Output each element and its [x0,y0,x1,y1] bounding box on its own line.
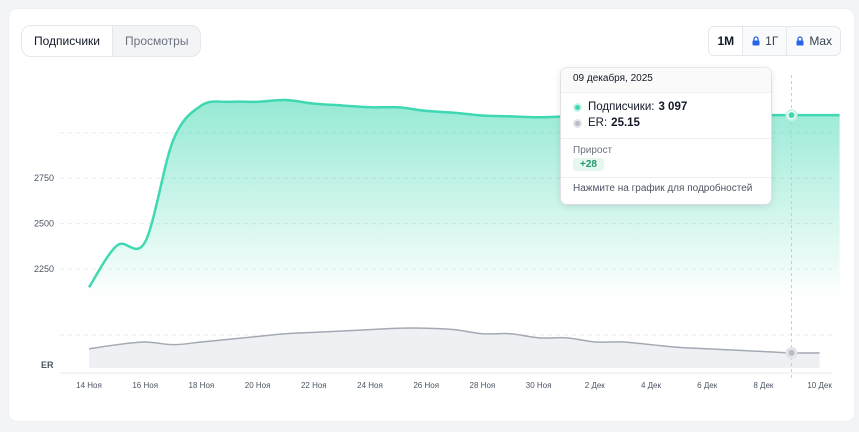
x-tick-label: 24 Ноя [357,381,383,390]
range-1m-button[interactable]: 1M [709,27,743,55]
range-max-label: Max [809,34,832,48]
x-tick-label: 2 Дек [585,381,606,390]
x-tick-label: 22 Ноя [301,381,327,390]
metric-tabs: Подписчики Просмотры [21,25,202,57]
chart-tooltip: 09 декабря, 2025 Подписчики: 3 097 ER: 2… [561,68,771,204]
x-tick-label: 18 Ноя [189,381,215,390]
x-tick-label: 16 Ноя [132,381,158,390]
tooltip-date: 09 декабря, 2025 [561,68,771,93]
tooltip-er-row: ER: 25.15 [561,115,771,131]
range-selector: 1M 1Г Max [708,26,841,56]
range-1y-label: 1Г [765,34,779,48]
range-1m-label: 1M [717,34,735,48]
x-tick-label: 14 Ноя [76,381,102,390]
y-tick-label: 2500 [34,219,54,229]
x-tick-label: 4 Дек [641,381,662,390]
er-area [89,328,820,368]
tab-views[interactable]: Просмотры [125,34,189,48]
tooltip-subscribers-label: Подписчики: [588,101,655,113]
lock-icon [752,36,760,46]
tooltip-er-label: ER: [588,117,608,129]
range-1y-button[interactable]: 1Г [742,27,786,55]
tooltip-divider [561,138,771,139]
x-tick-label: 10 Дек [807,381,832,390]
lock-icon [796,36,804,46]
er-legend-icon [573,118,582,128]
x-tick-label: 30 Ноя [526,381,552,390]
y-tick-label: 2250 [34,264,54,274]
x-tick-label: 6 Дек [697,381,718,390]
subscribers-point [787,111,796,120]
range-max-button[interactable]: Max [786,27,840,55]
tooltip-growth-label: Прирост [573,145,613,156]
subscribers-legend-icon [573,102,582,112]
x-tick-label: 28 Ноя [470,381,496,390]
x-tick-label: 26 Ноя [413,381,439,390]
tab-subscribers[interactable]: Подписчики [22,26,114,56]
y-tick-label: 2750 [34,173,54,183]
tooltip-footer: Нажмите на график для подробностей [573,183,753,194]
tooltip-subscribers-value: 3 097 [658,101,688,113]
x-tick-label: 20 Ноя [245,381,271,390]
tooltip-er-value: 25.15 [611,117,640,129]
er-axis-label: ER [41,360,54,370]
er-point [788,349,795,356]
er-line [88,327,820,354]
tooltip-growth-badge: +28 [573,158,604,171]
x-tick-label: 8 Дек [753,381,774,390]
tooltip-subscribers-row: Подписчики: 3 097 [561,99,771,115]
tooltip-divider [561,177,771,178]
